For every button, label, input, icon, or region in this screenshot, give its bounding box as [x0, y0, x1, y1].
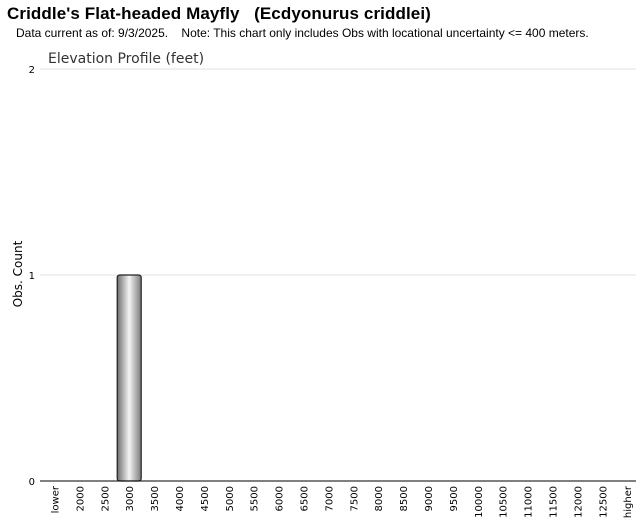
page-subtitle: Data current as of: 9/3/2025. Note: This…	[16, 26, 589, 40]
x-tick-label: 5000	[225, 486, 236, 511]
x-tick-label: higher	[623, 485, 634, 518]
bars	[116, 274, 142, 482]
x-tick-label: 2500	[100, 486, 111, 511]
x-tick-label: 7500	[349, 486, 360, 511]
y-axis-ticks: 0 1 2	[29, 65, 35, 488]
gridlines	[40, 68, 636, 276]
x-tick-label: 7000	[324, 486, 335, 511]
x-tick-label: 4500	[200, 486, 211, 511]
x-tick-label: 10500	[499, 486, 510, 518]
x-tick-label: 8500	[399, 486, 410, 511]
x-tick-label: 4000	[175, 486, 186, 511]
x-tick-label: 11500	[549, 486, 560, 518]
x-tick-label: 12500	[598, 486, 609, 518]
y-tick-label: 2	[29, 65, 35, 76]
page-title: Criddle's Flat-headed Mayfly (Ecdyonurus…	[7, 4, 431, 23]
y-axis-label: Obs. Count	[11, 240, 25, 307]
x-axis-ticks: lower 2000 2500 3000 3500 4000 4500 5000 5500 600…	[51, 485, 635, 518]
x-tick-label: 9500	[449, 486, 460, 511]
y-tick-label: 1	[29, 271, 35, 282]
x-tick-label: 8000	[374, 486, 385, 511]
x-tick-label: 2000	[75, 486, 86, 511]
x-tick-label: 9000	[424, 486, 435, 511]
chart-title: Elevation Profile (feet)	[48, 51, 204, 67]
x-tick-label: lower	[51, 485, 62, 513]
x-tick-label: 3500	[150, 486, 161, 511]
y-tick-label: 0	[29, 477, 35, 488]
x-tick-label: 12000	[573, 486, 584, 518]
x-tick-label: 11000	[524, 486, 535, 518]
bar-3000	[116, 274, 142, 482]
x-tick-label: 10000	[474, 486, 485, 518]
x-tick-label: 6000	[275, 486, 286, 511]
x-tick-label: 3000	[125, 486, 136, 511]
x-tick-label: 6500	[300, 486, 311, 511]
x-tick-label: 5500	[250, 486, 261, 511]
